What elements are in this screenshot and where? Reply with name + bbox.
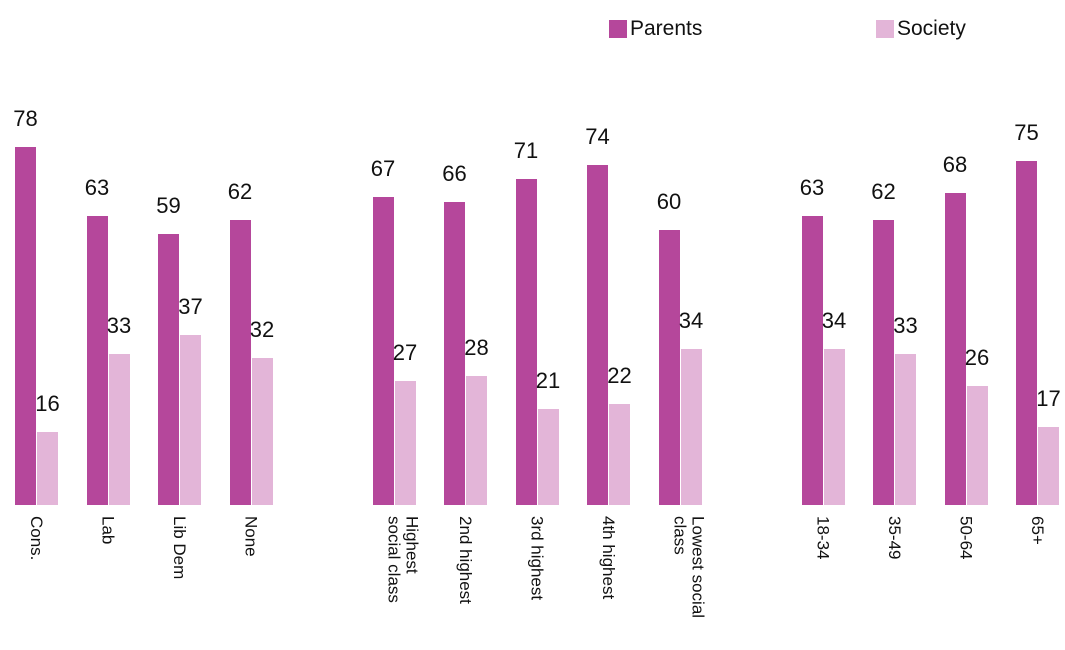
legend-label: Society	[897, 17, 966, 40]
x-tick-label: 35-49	[885, 516, 904, 560]
bar	[372, 197, 394, 505]
x-tick-label: 4th highest	[599, 516, 618, 600]
value-label: 27	[392, 340, 418, 366]
legend-swatch	[876, 20, 894, 38]
value-label: 26	[964, 344, 990, 370]
value-label: 37	[178, 294, 203, 320]
bar	[895, 353, 916, 505]
x-tick-label: 65+	[1028, 516, 1047, 545]
value-label: 66	[442, 161, 467, 187]
value-label: 74	[585, 124, 610, 150]
bar	[15, 146, 36, 505]
value-label: 62	[227, 179, 253, 205]
bar	[944, 192, 966, 505]
bar	[158, 234, 179, 505]
bar	[823, 348, 845, 505]
x-tick-label: Cons.	[27, 516, 46, 561]
bar	[229, 220, 251, 505]
bar	[680, 348, 702, 505]
value-label: 34	[678, 307, 704, 333]
x-tick-label: 3rd highest	[527, 516, 547, 601]
value-label: 71	[513, 138, 539, 164]
value-label: 68	[942, 151, 968, 177]
bar	[873, 220, 894, 505]
bar	[37, 431, 58, 505]
value-label: 32	[249, 317, 275, 343]
bar	[108, 353, 130, 505]
x-tick-label: Highest social class	[384, 516, 422, 603]
bar	[251, 358, 273, 505]
legend-label: Parents	[630, 17, 703, 40]
value-label: 33	[106, 312, 132, 338]
bar	[515, 179, 537, 505]
x-tick-label: 18-34	[813, 516, 833, 560]
bar	[394, 381, 416, 505]
value-label: 60	[656, 188, 682, 214]
bar	[537, 408, 559, 505]
bar	[801, 215, 823, 505]
x-tick-label: None	[241, 516, 261, 557]
value-label: 17	[1036, 385, 1061, 411]
bar	[466, 376, 487, 505]
bar	[1016, 160, 1037, 505]
legend-swatch	[609, 20, 627, 38]
value-label: 16	[35, 390, 60, 416]
value-label: 75	[1014, 119, 1039, 145]
bar	[658, 229, 680, 505]
value-label: 34	[821, 307, 847, 333]
bar	[1038, 426, 1059, 505]
bar	[444, 202, 465, 505]
bar	[587, 165, 608, 505]
value-label: 78	[13, 105, 38, 131]
value-label: 67	[370, 156, 396, 182]
bar	[966, 385, 988, 505]
bar	[609, 404, 630, 505]
x-tick-label: 2nd highest	[456, 516, 475, 604]
value-label: 28	[464, 335, 489, 361]
x-tick-label: 50-64	[956, 516, 976, 560]
value-label: 63	[84, 174, 110, 200]
value-label: 59	[156, 193, 181, 219]
x-tick-label: Lib Dem	[170, 516, 189, 580]
value-label: 22	[607, 363, 632, 389]
bar	[86, 215, 108, 505]
bar	[180, 335, 201, 505]
value-label: 33	[893, 312, 918, 338]
value-label: 21	[535, 367, 561, 393]
value-label: 62	[871, 179, 896, 205]
x-tick-label: Lowest social class	[670, 516, 708, 619]
x-tick-label: Lab	[98, 516, 118, 545]
value-label: 63	[799, 174, 825, 200]
